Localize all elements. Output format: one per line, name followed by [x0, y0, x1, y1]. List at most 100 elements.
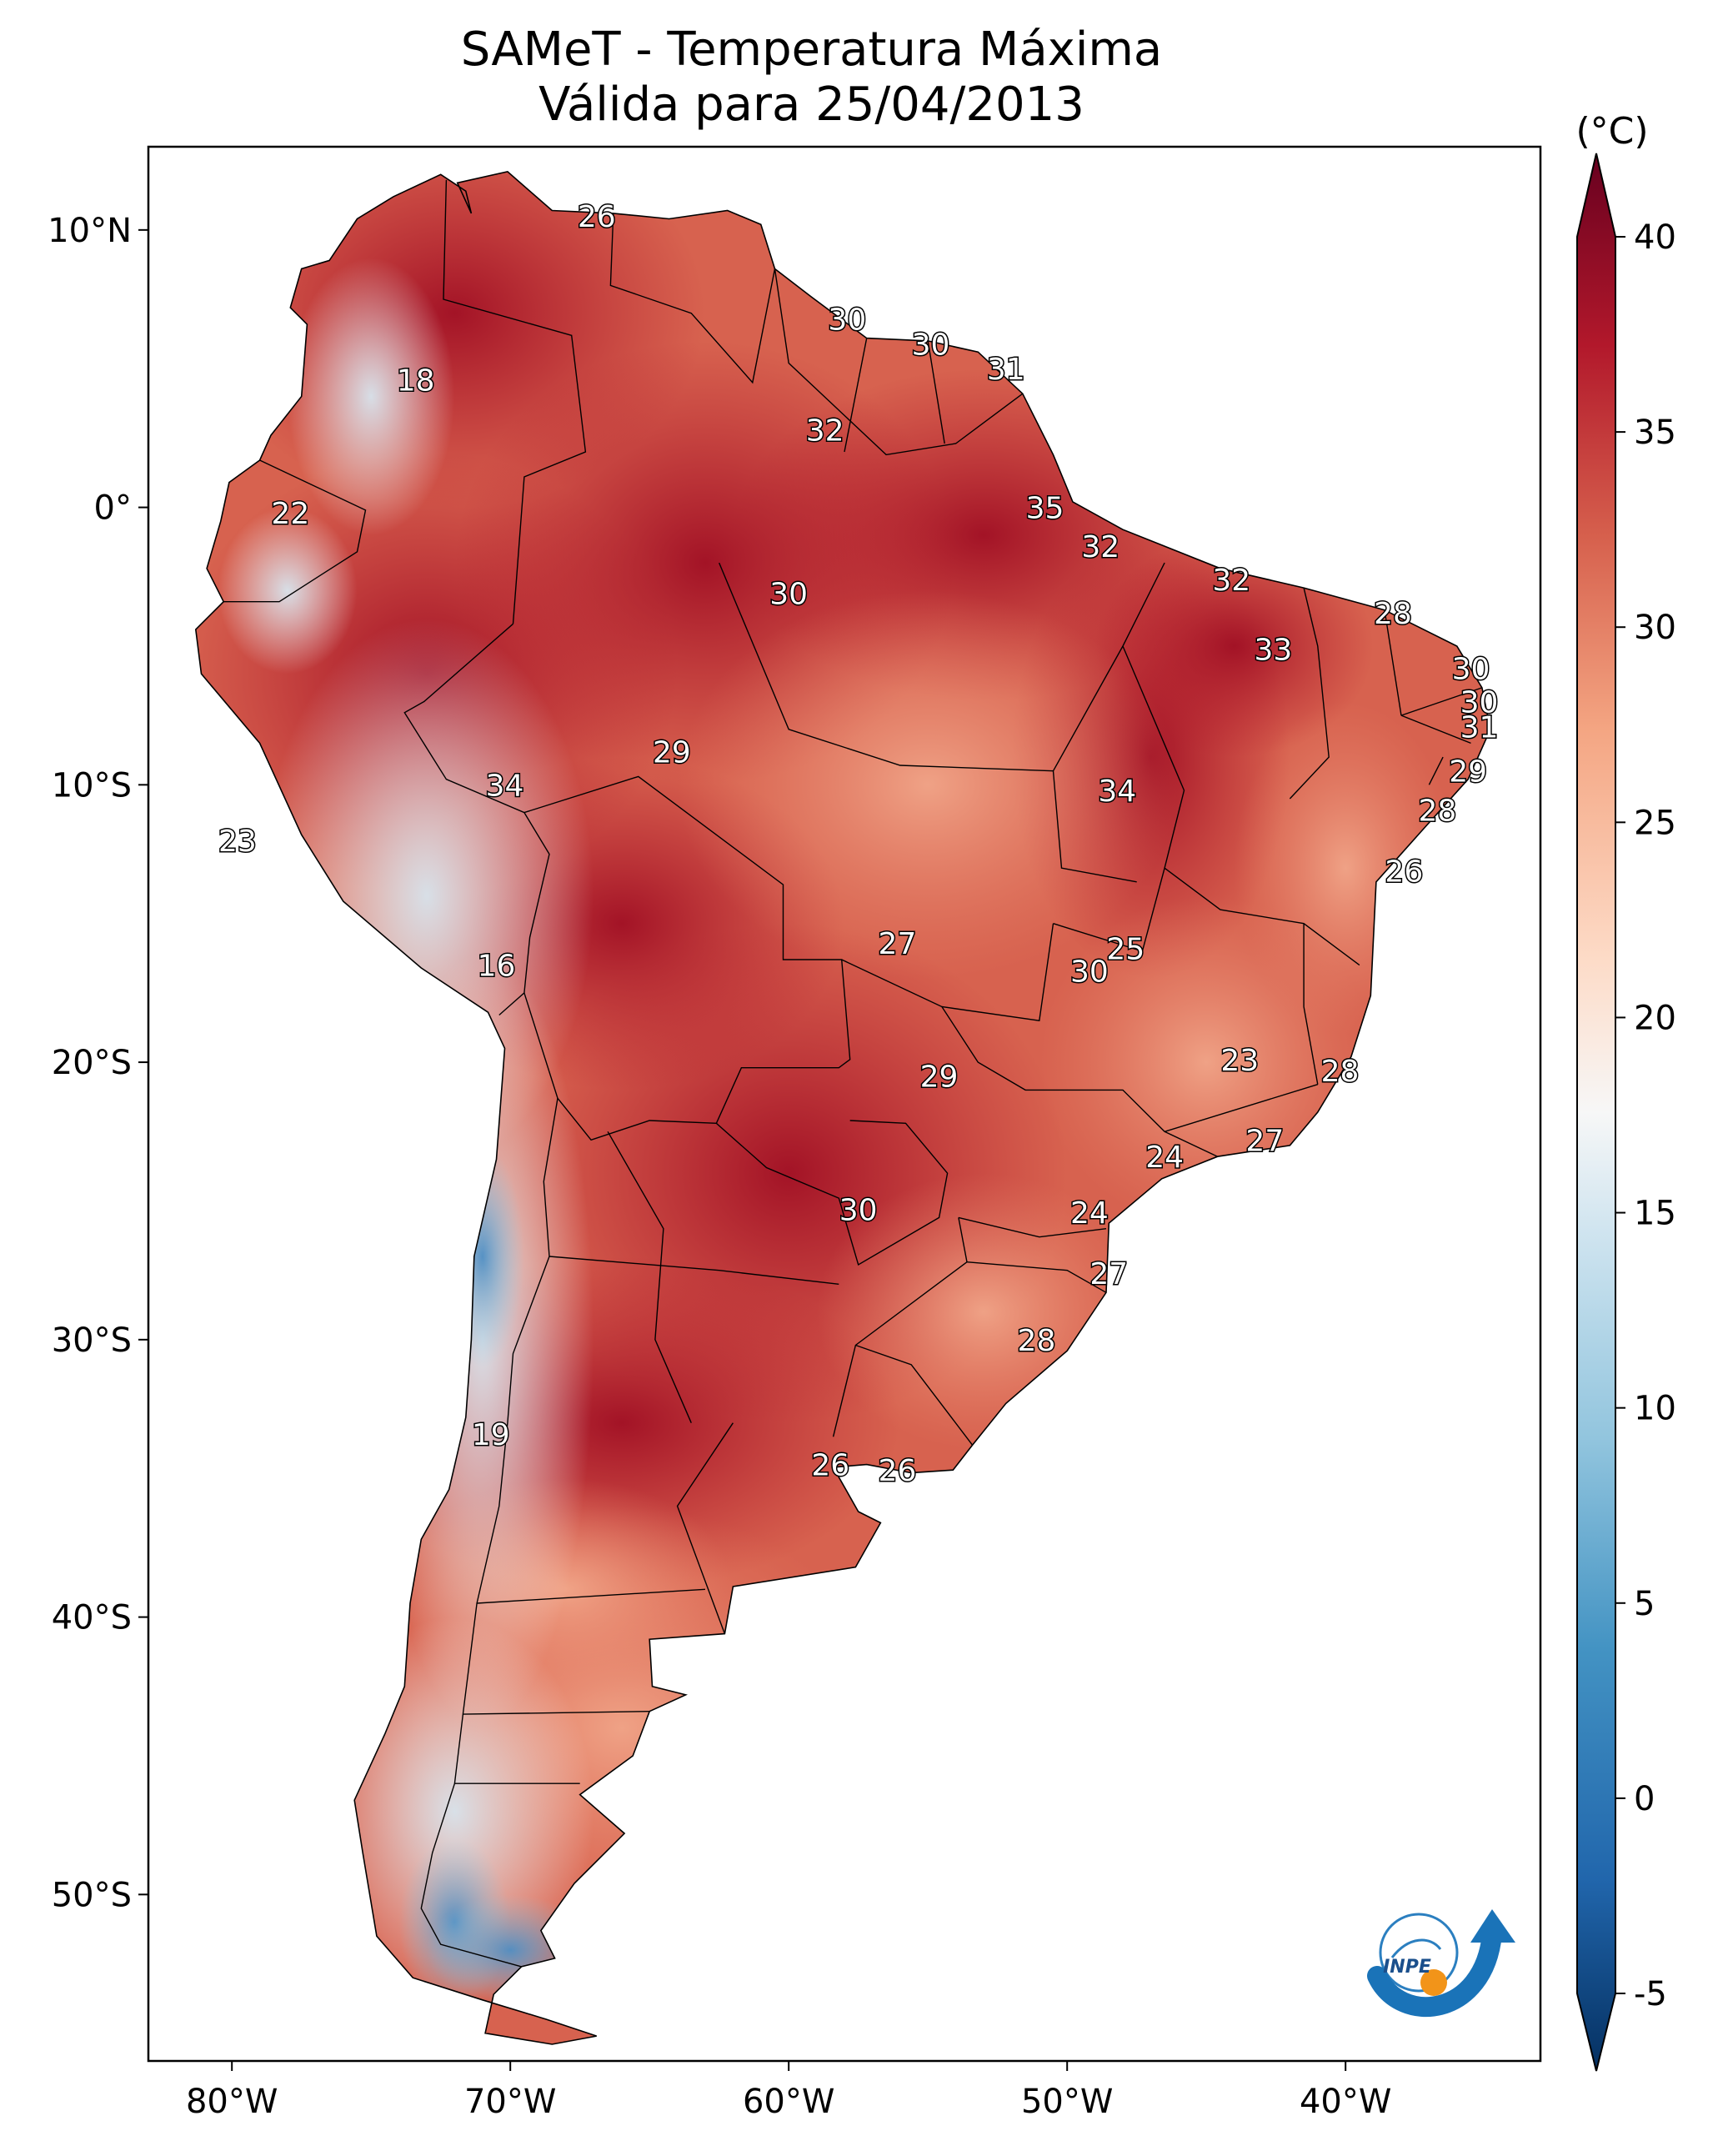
logo-arrow-icon: [1367, 1924, 1502, 2018]
temperature-label: 30: [1452, 653, 1490, 687]
temperature-label: 24: [1145, 1141, 1184, 1175]
border-line: [463, 1711, 650, 1715]
temperature-label: 30: [1070, 955, 1109, 989]
longitude-tick-label: 50°W: [1021, 2083, 1113, 2121]
longitude-tick-label: 70°W: [464, 2083, 556, 2121]
temperature-label: 26: [578, 200, 616, 234]
temperature-field-region: [1094, 534, 1374, 758]
border-line: [1400, 714, 1471, 745]
temperature-label: 34: [1098, 775, 1136, 809]
longitude-tick-label: 40°W: [1300, 2083, 1391, 2121]
border-line: [774, 268, 1024, 456]
logo-text: INPE: [1383, 1957, 1431, 1978]
border-line: [1164, 1084, 1319, 1132]
border-line: [523, 992, 949, 1266]
temperature-label: 30: [828, 303, 866, 337]
temperature-label: 32: [806, 414, 844, 448]
logo-sun-icon: [1420, 1969, 1447, 1996]
border-line: [1303, 923, 1319, 1085]
border-line: [477, 1588, 706, 1604]
temperature-label: 31: [987, 353, 1025, 387]
temperature-label: 24: [1070, 1196, 1109, 1231]
border-line: [1428, 756, 1444, 785]
temperature-label: 27: [1089, 1257, 1128, 1291]
temperature-label: 23: [1220, 1044, 1259, 1078]
border-line: [1164, 867, 1360, 966]
temperature-label: 28: [1018, 1324, 1056, 1358]
latitude-tick-label: 0°: [94, 489, 132, 528]
border-line: [548, 1256, 839, 1285]
temperature-field-region: [218, 507, 358, 674]
temperature-label: 30: [839, 1193, 878, 1227]
temperature-label: 29: [1449, 755, 1487, 790]
temperature-label: 30: [912, 328, 950, 362]
temperature-label: 29: [653, 735, 691, 770]
temperature-label: 26: [879, 1454, 917, 1488]
border-line: [719, 562, 1137, 883]
temperature-label: 27: [879, 927, 917, 961]
temperature-label: 26: [811, 1449, 849, 1483]
border-line: [443, 179, 587, 624]
colorbar-tick-label: 35: [1634, 414, 1676, 452]
border-line: [841, 923, 1054, 1021]
border-line: [1122, 645, 1185, 869]
temperature-label: 27: [1245, 1124, 1284, 1158]
temperature-label: 28: [1419, 794, 1457, 828]
temperature-label: 22: [271, 497, 309, 531]
map-title-line2: Válida para 25/04/2013: [538, 78, 1084, 132]
colorbar-gradient: [1576, 153, 1616, 2072]
border-line: [844, 338, 868, 453]
border-line: [1053, 868, 1165, 952]
latitude-tick-label: 30°S: [52, 1321, 132, 1360]
border-line: [927, 340, 945, 444]
coastline: [194, 171, 1491, 2045]
border-line: [941, 1006, 1218, 1157]
temperature-label: 32: [1212, 564, 1250, 598]
temperature-label: 30: [1460, 686, 1499, 720]
temperature-label: 30: [769, 578, 808, 612]
logo-ring-icon: [1379, 1913, 1459, 1993]
map-frame: [147, 145, 1542, 2063]
temperature-label: 29: [920, 1060, 959, 1095]
latitude-axis: 10°N 0° 10°S 20°S 30°S 40°S 50°S: [48, 212, 148, 1914]
temperature-label: 35: [1026, 492, 1064, 526]
colorbar-tick-label: -5: [1634, 1975, 1667, 2013]
latitude-tick-label: 50°S: [52, 1876, 132, 1914]
temperature-field-region: [677, 590, 1179, 980]
longitude-axis: 80°W 70°W 60°W 50°W 40°W: [186, 2061, 1391, 2121]
temperature-label: 32: [1081, 530, 1119, 564]
temperature-label: 25: [1106, 933, 1144, 967]
border-line: [966, 1261, 1107, 1293]
temperature-label: 33: [1254, 633, 1292, 667]
colorbar-tick-label: 40: [1634, 218, 1676, 257]
latitude-tick-label: 40°S: [52, 1599, 132, 1637]
temperature-label: 28: [1321, 1055, 1360, 1089]
temperature-label: 34: [486, 769, 524, 803]
border-line: [607, 1131, 692, 1423]
border-line: [855, 1344, 974, 1446]
longitude-tick-label: 60°W: [743, 2083, 834, 2121]
colorbar-tick-label: 25: [1634, 804, 1676, 842]
temperature-label: 28: [1374, 597, 1412, 631]
border-line: [223, 459, 367, 603]
colorbar-tick-label: 20: [1634, 999, 1676, 1037]
longitude-tick-label: 80°W: [186, 2083, 278, 2121]
border-line: [832, 1217, 968, 1437]
colorbar-tick-label: 15: [1634, 1195, 1676, 1233]
temperature-label: 26: [1385, 855, 1423, 889]
colorbar-tick-label: 30: [1634, 609, 1676, 647]
temperature-label: 18: [397, 364, 435, 399]
inpe-logo: INPE: [1367, 1909, 1515, 2018]
temperature-label: 23: [218, 825, 257, 859]
border-line: [676, 1422, 734, 1634]
temperature-field-region: [288, 258, 455, 535]
temperature-label: 19: [472, 1418, 510, 1452]
colorbar-tick-label: 10: [1634, 1390, 1676, 1428]
south-america-temperature-field: [195, 171, 1490, 2045]
colorbar: (°C) 40 35 30 25 20 15 10 5 0 -5: [1575, 110, 1676, 2072]
colorbar-tick-label: 5: [1634, 1585, 1655, 1623]
temperature-label: 31: [1460, 710, 1499, 745]
border-line: [1289, 587, 1330, 800]
